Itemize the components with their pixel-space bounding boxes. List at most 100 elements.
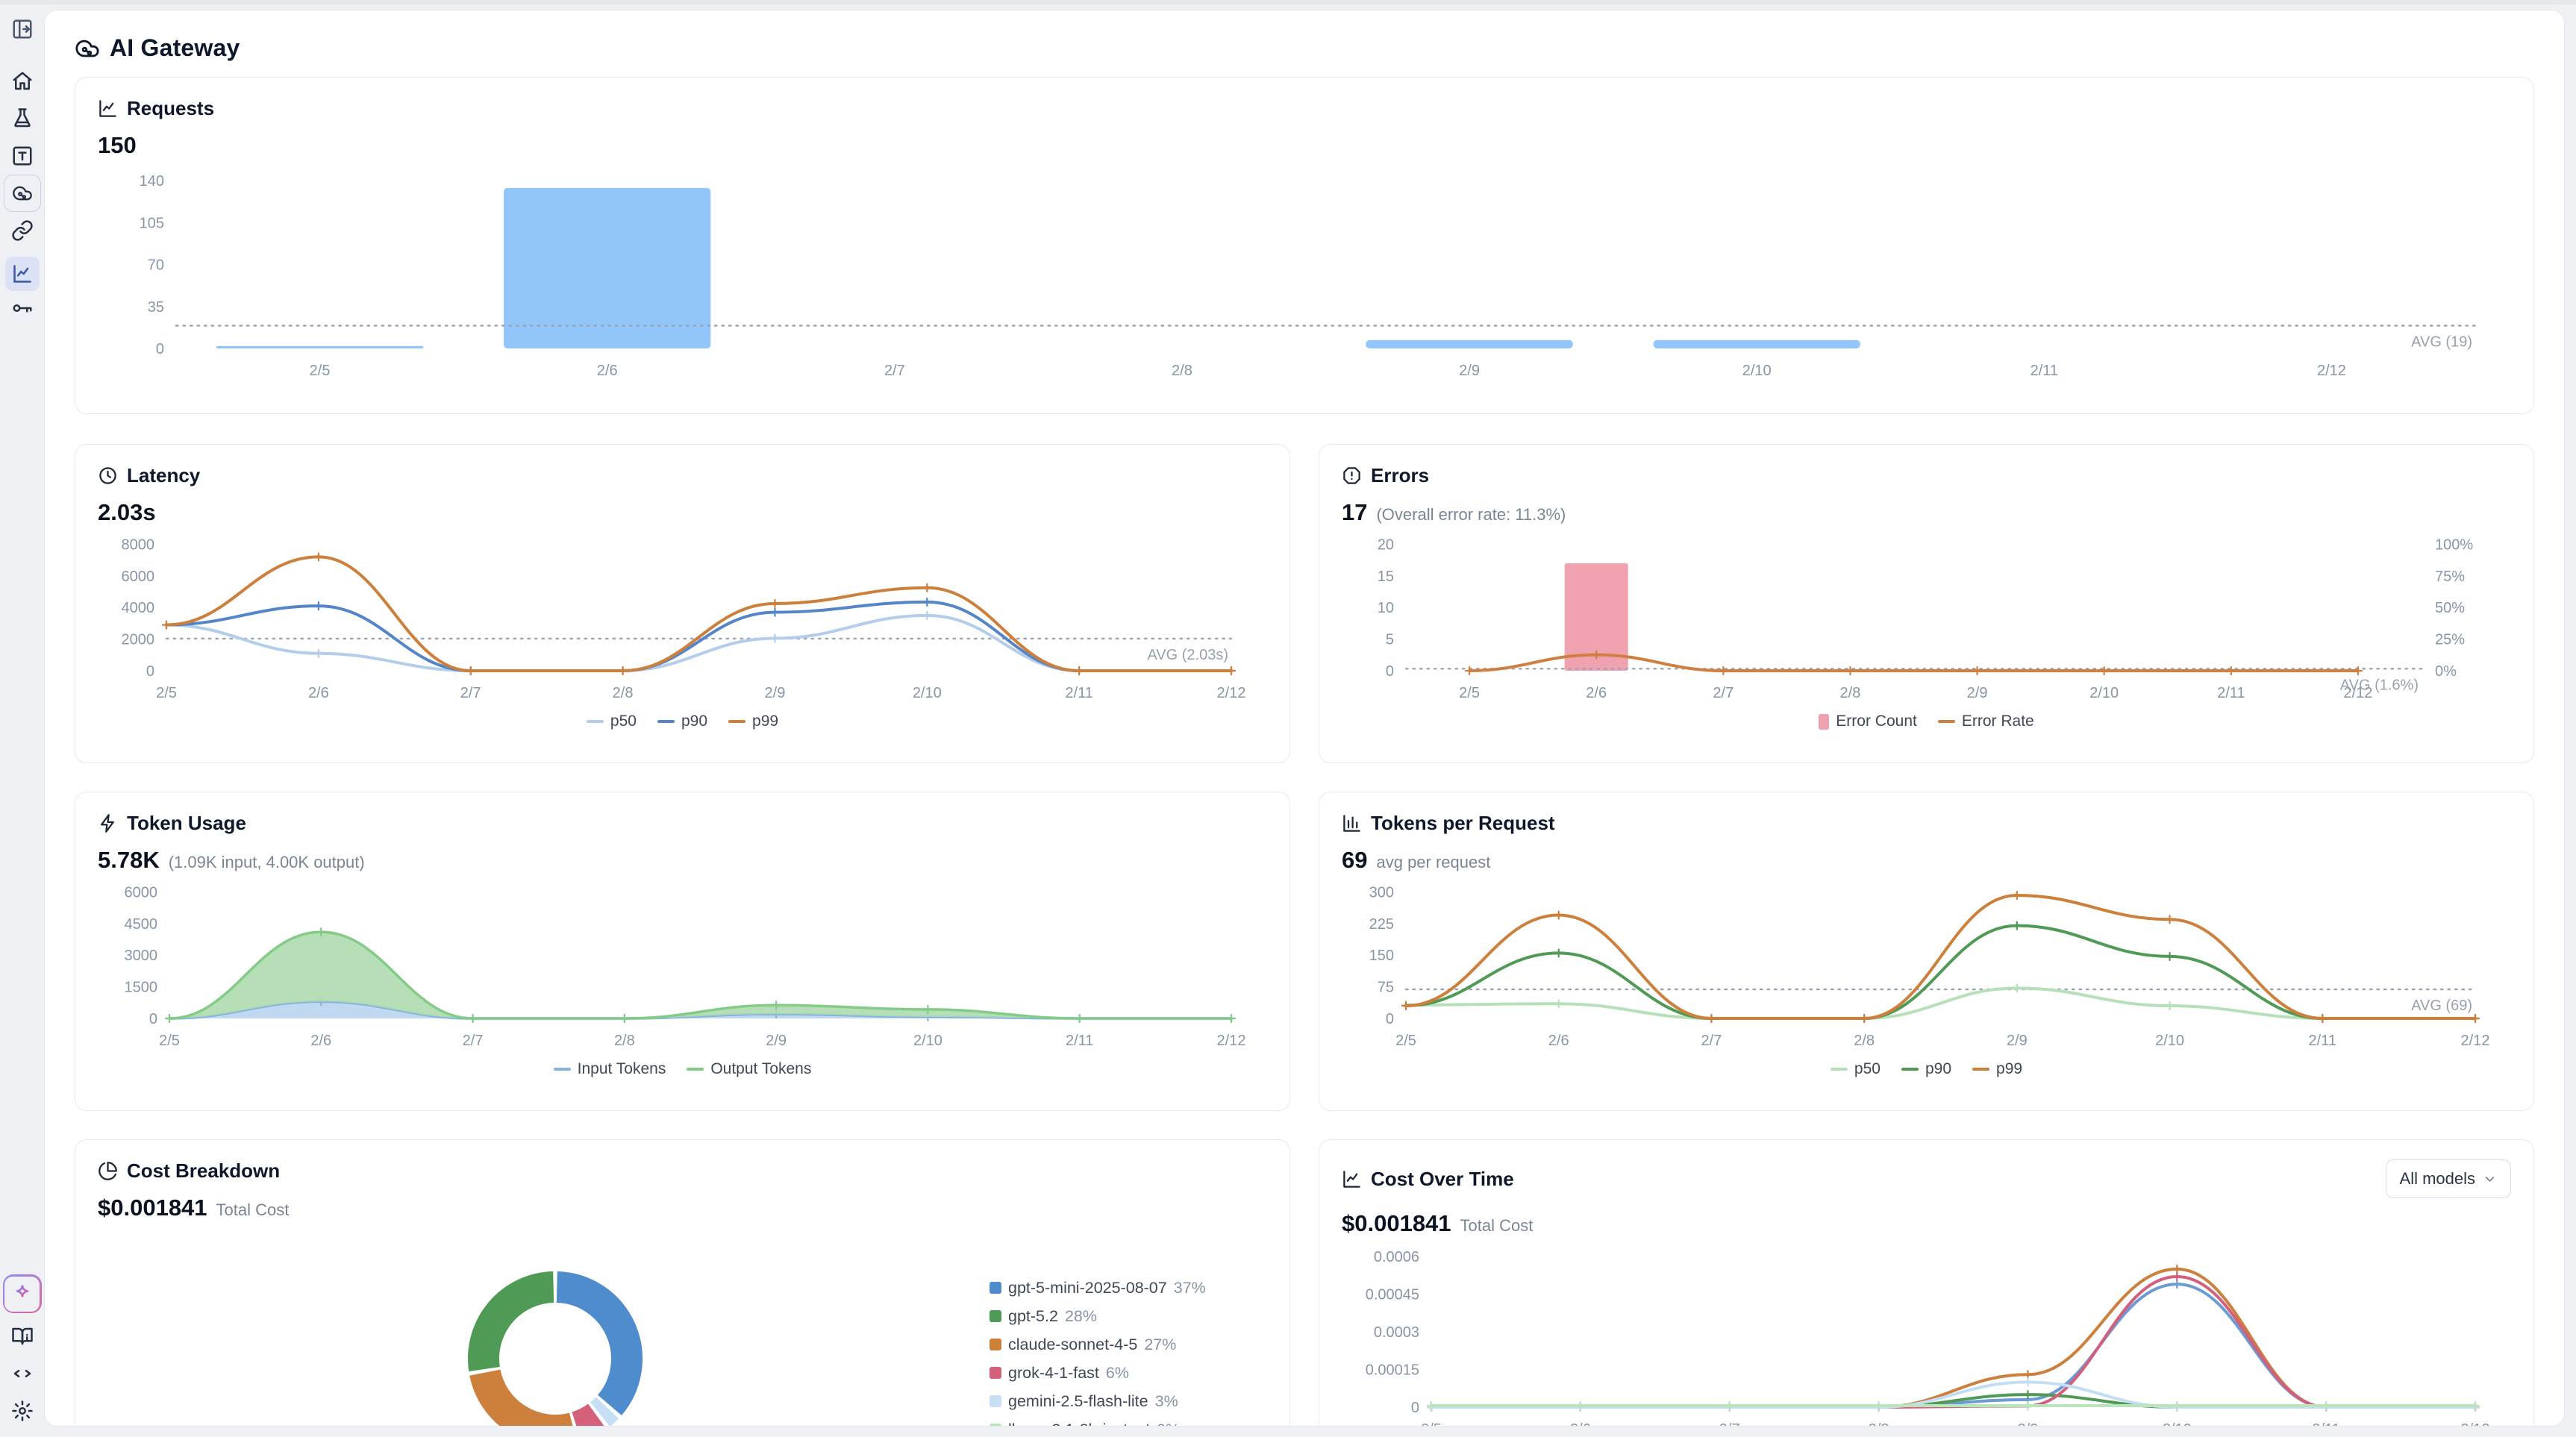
- svg-text:AVG (69): AVG (69): [2411, 998, 2472, 1014]
- alert-octagon-icon: [1343, 467, 1360, 484]
- svg-text:100%: 100%: [2435, 536, 2473, 553]
- settings-gear-icon[interactable]: [8, 1397, 37, 1425]
- svg-text:70: 70: [148, 257, 164, 274]
- zap-icon: [100, 814, 114, 833]
- ai-assistant-sparkle-icon[interactable]: [2, 1274, 42, 1313]
- cloud-gateway-icon: [75, 40, 99, 57]
- token-usage-value: 5.78K: [98, 847, 160, 873]
- bar: [1653, 339, 1860, 348]
- legend-label: Error Rate: [1961, 713, 2034, 730]
- legend-swatch: [1972, 1067, 1990, 1071]
- legend-percent: 0%: [1157, 1421, 1180, 1427]
- api-key-icon[interactable]: [8, 294, 37, 322]
- svg-text:2/6: 2/6: [310, 1033, 331, 1049]
- donut-slice-gemini-2.5-flash-lite: [590, 1397, 619, 1426]
- card-title: Token Usage: [127, 812, 246, 834]
- svg-text:2/11: 2/11: [2312, 1421, 2339, 1427]
- model-filter-dropdown[interactable]: All models: [2385, 1159, 2511, 1198]
- svg-text:105: 105: [140, 215, 164, 231]
- svg-text:2/5: 2/5: [156, 685, 177, 701]
- latency-legend: p50 p90 p99: [98, 713, 1267, 730]
- svg-text:2/10: 2/10: [2089, 685, 2119, 701]
- svg-text:50%: 50%: [2435, 600, 2465, 616]
- legend-label: grok-4-1-fast: [1008, 1363, 1099, 1382]
- svg-text:2/12: 2/12: [2461, 1033, 2490, 1049]
- legend-swatch: [728, 719, 746, 724]
- card-title: Tokens per Request: [1371, 812, 1555, 834]
- svg-text:2/12: 2/12: [2317, 363, 2346, 379]
- svg-text:2/9: 2/9: [766, 1033, 787, 1049]
- card-title: Requests: [127, 97, 215, 119]
- legend-item: Output Tokens: [687, 1060, 811, 1078]
- legend-swatch: [1819, 713, 1830, 730]
- tokens-per-request-chart: 0 75 150 225 300 2/5 2/6 2/7 2/8 2/9 2/10 2/11 2/12 A…: [1369, 884, 2490, 1049]
- svg-text:2/11: 2/11: [1065, 685, 1092, 701]
- bar: [504, 187, 711, 348]
- svg-text:2/5: 2/5: [310, 363, 331, 379]
- tokens-per-request-card: Tokens per Request 69 avg per request 0 7…: [1319, 792, 2534, 1111]
- legend-percent: 27%: [1144, 1335, 1177, 1353]
- svg-text:140: 140: [140, 173, 164, 190]
- svg-text:2/9: 2/9: [2007, 1033, 2028, 1049]
- cost-breakdown-subtitle: Total Cost: [216, 1200, 290, 1219]
- legend-item: llama-3.1-8b-instant 0%: [990, 1421, 1248, 1427]
- top-strip: [0, 0, 2576, 4]
- svg-text:0.0006: 0.0006: [1374, 1249, 1419, 1265]
- svg-text:2/8: 2/8: [1172, 363, 1192, 379]
- home-icon[interactable]: [8, 67, 37, 96]
- svg-text:2/10: 2/10: [1742, 363, 1772, 379]
- legend-swatch: [586, 719, 604, 724]
- cost-over-time-chart: 0 0.00015 0.0003 0.00045 0.0006 2/5 2/6 2/7 2/8 2…: [1366, 1249, 2490, 1427]
- svg-text:6000: 6000: [125, 884, 158, 901]
- svg-text:2/7: 2/7: [463, 1033, 484, 1049]
- svg-text:1500: 1500: [125, 980, 158, 996]
- pie-chart-icon: [99, 1162, 117, 1180]
- svg-text:2/10: 2/10: [913, 1033, 942, 1049]
- legend-label: p99: [1996, 1060, 2023, 1077]
- legend-item: p99: [728, 713, 778, 730]
- legend-item: p99: [1972, 1060, 2022, 1078]
- svg-text:75%: 75%: [2435, 569, 2465, 585]
- svg-text:15: 15: [1378, 569, 1394, 585]
- legend-label: claude-sonnet-4-5: [1008, 1335, 1138, 1353]
- legend-item: gpt-5.2 28%: [990, 1307, 1248, 1326]
- legend-item: grok-4-1-fast 6%: [990, 1364, 1248, 1383]
- svg-text:0.0003: 0.0003: [1374, 1324, 1419, 1341]
- legend-swatch: [553, 1067, 571, 1071]
- svg-text:2/6: 2/6: [308, 685, 329, 701]
- tokens-per-request-value: 69: [1342, 847, 1368, 873]
- legend-item: claude-sonnet-4-5 27%: [990, 1336, 1248, 1354]
- flask-icon[interactable]: [8, 104, 37, 133]
- page-header: AI Gateway: [75, 34, 2534, 62]
- requests-card: Requests 150 0 35 70 105 140 2/5 2/6 2/7 2/8 2/9 2…: [75, 77, 2534, 414]
- line-chart-icon: [99, 100, 116, 117]
- bar: [216, 345, 424, 348]
- legend-percent: 28%: [1064, 1306, 1097, 1325]
- latency-value: 2.03s: [98, 499, 156, 525]
- card-title: Latency: [127, 464, 201, 486]
- link-icon[interactable]: [8, 216, 37, 245]
- docs-book-icon[interactable]: [8, 1322, 37, 1350]
- text-block-icon[interactable]: [8, 142, 37, 170]
- svg-text:2/7: 2/7: [1719, 1421, 1740, 1427]
- code-icon[interactable]: [8, 1359, 37, 1388]
- svg-text:2/8: 2/8: [1869, 1421, 1889, 1427]
- errors-legend: Error Count Error Rate: [1342, 713, 2511, 730]
- legend-item: p50: [586, 713, 637, 730]
- rate-line: [1468, 653, 2360, 672]
- sidebar-toggle-icon[interactable]: [8, 15, 37, 43]
- svg-text:2/7: 2/7: [460, 685, 481, 701]
- observability-chart-icon[interactable]: [4, 257, 40, 291]
- requests-value: 150: [98, 132, 137, 158]
- svg-text:2/6: 2/6: [1586, 685, 1607, 701]
- series-p90: [1401, 921, 2480, 1024]
- legend-label: p50: [1854, 1060, 1881, 1077]
- chevron-down-icon: [2485, 1176, 2495, 1182]
- ai-gateway-icon[interactable]: [3, 175, 41, 212]
- tokens-per-request-subtitle: avg per request: [1376, 853, 1491, 871]
- svg-text:2/11: 2/11: [2217, 685, 2245, 701]
- sidebar: [0, 4, 44, 1437]
- svg-text:0: 0: [1411, 1400, 1419, 1416]
- legend-label: p50: [610, 713, 637, 730]
- series-p99: [1401, 890, 2480, 1024]
